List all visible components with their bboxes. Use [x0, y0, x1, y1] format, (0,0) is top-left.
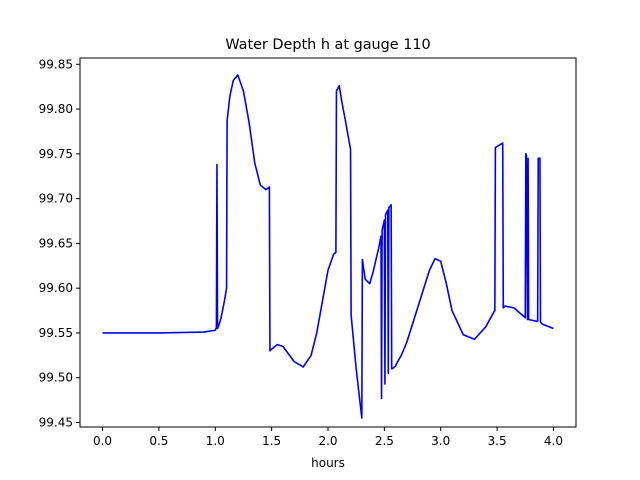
x-axis-title: hours	[311, 456, 345, 470]
plot-area	[79, 57, 577, 428]
y-tick-label: 99.45	[39, 416, 73, 430]
x-tick-label: 1.5	[262, 434, 281, 448]
x-tick-label: 0.5	[149, 434, 168, 448]
y-tick-label: 99.50	[39, 371, 73, 385]
y-tick-label: 99.80	[39, 102, 73, 116]
x-tick-label: 3.5	[488, 434, 507, 448]
y-tick-label: 99.60	[39, 281, 73, 295]
x-tick-label: 0.0	[93, 434, 112, 448]
x-axis: 0.0 0.5 1.0 1.5 2.0 2.5 3.0 3.5 4.0	[93, 427, 563, 448]
y-tick-label: 99.70	[39, 192, 73, 206]
y-tick-label: 99.55	[39, 326, 73, 340]
x-tick-label: 1.0	[206, 434, 225, 448]
chart-title: Water Depth h at gauge 110	[225, 37, 430, 53]
x-tick-label: 4.0	[544, 434, 563, 448]
y-tick-label: 99.85	[39, 57, 73, 71]
plot-frame	[79, 57, 577, 428]
x-tick-label: 3.0	[431, 434, 450, 448]
series-line	[102, 74, 554, 419]
y-axis: 99.45 99.50 99.55 99.60 99.65 99.70 99.75 99.80…	[39, 57, 80, 430]
y-tick-label: 99.75	[39, 147, 73, 161]
x-tick-label: 2.5	[375, 434, 394, 448]
y-tick-label: 99.65	[39, 236, 73, 250]
x-tick-label: 2.0	[318, 434, 337, 448]
